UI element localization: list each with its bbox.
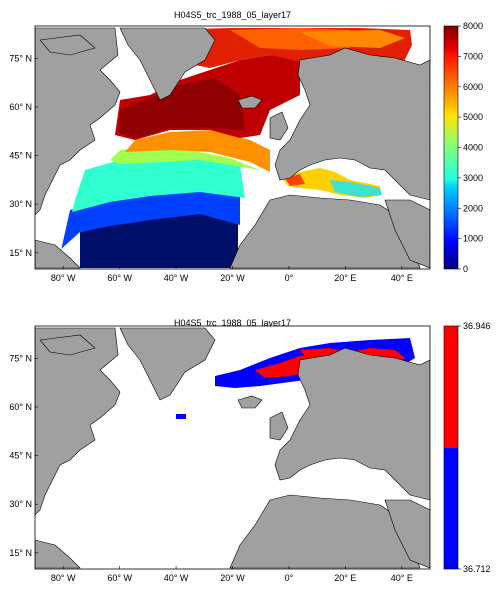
y-tick-label: 30° N xyxy=(9,499,32,509)
x-tick-label: 80° W xyxy=(51,573,76,583)
colorbar-tick-label: 0 xyxy=(463,264,468,274)
colorbar-tick-label: 8000 xyxy=(463,21,483,31)
colorbar-tick-label: 6000 xyxy=(463,82,483,92)
colorbar-tick-label: 1000 xyxy=(463,234,483,244)
land-bottom xyxy=(35,327,430,569)
x-tick-label: 20° E xyxy=(334,573,356,583)
map-panel-top: H04S5_trc_1988_05_layer17 xyxy=(9,10,483,283)
colorbar-tick-label: 5000 xyxy=(463,112,483,122)
x-tick-label: 80° W xyxy=(51,273,76,283)
x-tick-label: 40° E xyxy=(391,573,413,583)
colorbar-bottom xyxy=(443,325,459,570)
map-axes-bottom: 80° W 60° W 40° W 20° W 0° 20° E 40° E 75° N 60°… xyxy=(9,353,412,583)
map-axes-top: 80° W 60° W 40° W 20° W 0° 20° E 40° E 75° N 60°… xyxy=(9,53,412,283)
x-tick-label: 60° W xyxy=(107,273,132,283)
y-tick-label: 75° N xyxy=(9,53,32,63)
x-tick-label: 60° W xyxy=(107,573,132,583)
colorbar-class-high xyxy=(444,326,458,448)
y-tick-label: 45° N xyxy=(9,451,32,461)
map-svg-top: 80° W 60° W 40° W 20° W 0° 20° E 40° E 75° N 60°… xyxy=(9,21,483,283)
x-tick-label: 40° W xyxy=(164,273,189,283)
x-tick-label: 40° E xyxy=(391,273,413,283)
colorbar-tick-label: 7000 xyxy=(463,51,483,61)
y-tick-label: 60° N xyxy=(9,102,32,112)
colorbar-tick-label: 36.946 xyxy=(463,321,491,331)
x-tick-label: 0° xyxy=(285,573,294,583)
x-tick-label: 20° W xyxy=(220,273,245,283)
colorbar-class-low xyxy=(444,448,458,569)
map-content-top xyxy=(35,27,430,269)
x-tick-label: 20° E xyxy=(334,273,356,283)
y-tick-label: 75° N xyxy=(9,353,32,363)
colorbar-tick-label: 4000 xyxy=(463,143,483,153)
map-title-top: H04S5_trc_1988_05_layer17 xyxy=(173,10,292,20)
x-tick-label: 0° xyxy=(285,273,294,283)
y-tick-label: 60° N xyxy=(9,402,32,412)
colorbar-tick-label: 2000 xyxy=(463,203,483,213)
colorbar-ticks-top: 0 1000 2000 3000 4000 5000 6000 7000 8000 xyxy=(458,21,483,274)
y-tick-label: 30° N xyxy=(9,199,32,209)
y-tick-label: 45° N xyxy=(9,151,32,161)
colorbar-ticks-bottom: 36.712 36.946 xyxy=(458,321,491,574)
colorbar-top xyxy=(443,25,459,270)
y-tick-label: 15° N xyxy=(9,248,32,258)
land-top xyxy=(35,27,430,269)
map-content-bottom xyxy=(35,327,430,569)
map-panel-bottom: H04S5_trc_1988_05_layer17 xyxy=(0,308,500,600)
map-title-bottom: H04S5_trc_1988_05_layer17 xyxy=(173,318,292,328)
y-tick-label: 15° N xyxy=(9,548,32,558)
colorbar-tick-label: 36.712 xyxy=(463,564,491,574)
x-tick-label: 40° W xyxy=(164,573,189,583)
map-svg-bottom: 80° W 60° W 40° W 20° W 0° 20° E 40° E 75° N 60°… xyxy=(9,321,491,583)
x-tick-label: 20° W xyxy=(220,573,245,583)
colorbar-tick-label: 3000 xyxy=(463,173,483,183)
